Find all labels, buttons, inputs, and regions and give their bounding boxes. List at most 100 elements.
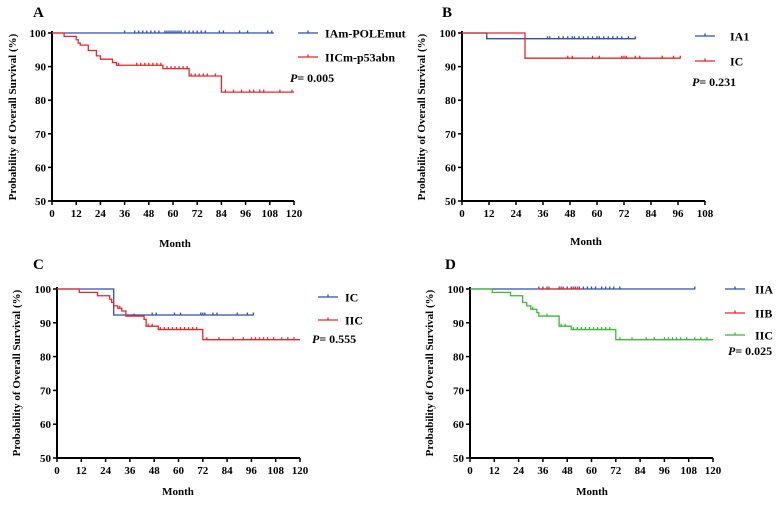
p-symbol: P <box>692 75 700 89</box>
x-tick-label: 72 <box>192 208 204 220</box>
y-tick-label: 60 <box>35 162 47 174</box>
y-tick-label: 60 <box>40 419 52 431</box>
x-tick-label: 120 <box>286 208 303 220</box>
x-tick-label: 108 <box>262 208 279 220</box>
y-tick-label: 80 <box>453 352 465 364</box>
x-tick-label: 96 <box>673 208 685 220</box>
y-axis-label: Probability of Overall Survival (%) <box>416 33 428 200</box>
p-symbol: P <box>290 71 298 85</box>
p-value-text: = 0.231 <box>699 75 736 89</box>
x-tick-label: 12 <box>71 208 83 220</box>
x-tick-label: 36 <box>119 208 131 220</box>
x-tick-label: 48 <box>143 208 155 220</box>
x-tick-label: 60 <box>586 465 598 477</box>
y-tick-label: 80 <box>445 95 457 107</box>
y-axis-label: Probability of Overall Survival (%) <box>424 289 436 456</box>
x-tick-label: 48 <box>565 208 577 220</box>
y-tick-label: 100 <box>440 28 457 40</box>
x-tick-label: 84 <box>222 465 234 477</box>
y-tick-label: 100 <box>30 28 47 40</box>
panel-letter: A <box>33 5 44 21</box>
p-value: P= 0.231 <box>692 75 736 89</box>
panel-letter: C <box>33 257 44 273</box>
p-value: P= 0.555 <box>312 332 356 346</box>
y-tick-label: 100 <box>448 284 465 296</box>
panel-b: B 0 12 24 36 48 60 72 84 96 108 50 60 70 80 90 100 Month P… <box>416 5 749 248</box>
survival-curve-ia1 <box>462 32 636 40</box>
y-axis-label: Probability of Overall Survival (%) <box>7 33 19 200</box>
y-tick-label: 50 <box>35 196 47 208</box>
y-tick-label: 70 <box>453 385 465 397</box>
y-tick-label: 50 <box>453 453 465 465</box>
p-symbol: P <box>312 332 320 346</box>
x-axis-label: Month <box>570 236 602 248</box>
x-tick-label: 48 <box>149 465 161 477</box>
p-value: P= 0.005 <box>290 71 334 85</box>
x-tick-label: 24 <box>95 208 107 220</box>
y-tick-label: 90 <box>40 318 52 330</box>
x-tick-label: 60 <box>168 208 180 220</box>
p-value-text: = 0.005 <box>297 71 334 85</box>
y-tick-label: 100 <box>35 284 52 296</box>
y-tick-label: 90 <box>35 62 47 74</box>
x-tick-label: 36 <box>538 208 550 220</box>
x-axis-label: Month <box>159 238 191 250</box>
panel-d: D 0 12 24 36 48 60 72 84 96 108 120 50 60 70 80 90 100 Mon… <box>424 257 773 498</box>
x-tick-label: 108 <box>697 208 714 220</box>
x-axis-label: Month <box>576 486 608 498</box>
y-tick-label: 70 <box>35 129 47 141</box>
p-value: P= 0.025 <box>728 344 772 358</box>
survival-curve-iic <box>57 288 300 341</box>
survival-curve-iicm-p53abn <box>52 32 294 93</box>
y-tick-label: 70 <box>445 129 457 141</box>
legend-label: IC <box>345 291 358 305</box>
y-tick-label: 70 <box>40 385 52 397</box>
y-axis-label: Probability of Overall Survival (%) <box>11 289 23 456</box>
p-symbol: P <box>728 344 736 358</box>
x-tick-label: 96 <box>659 465 671 477</box>
y-tick-label: 50 <box>445 196 457 208</box>
legend-label: IICm-p53abn <box>325 51 395 65</box>
x-tick-label: 84 <box>646 208 658 220</box>
x-tick-label: 24 <box>513 465 525 477</box>
x-tick-label: 60 <box>592 208 604 220</box>
x-tick-label: 108 <box>680 465 697 477</box>
x-tick-label: 84 <box>216 208 228 220</box>
x-tick-label: 0 <box>467 465 473 477</box>
x-tick-label: 96 <box>246 465 258 477</box>
x-tick-label: 120 <box>292 465 309 477</box>
y-tick-label: 80 <box>40 352 52 364</box>
survival-curve-ic <box>462 32 681 59</box>
x-tick-label: 36 <box>124 465 136 477</box>
x-tick-label: 96 <box>240 208 252 220</box>
y-tick-label: 60 <box>453 419 465 431</box>
y-tick-label: 50 <box>40 453 52 465</box>
panel-a: A 0 12 24 36 48 60 72 84 96 108 120 50 60 70 80 90 100 Mon… <box>7 5 406 250</box>
x-tick-label: 24 <box>100 465 112 477</box>
x-tick-label: 72 <box>619 208 631 220</box>
legend-label: IIC <box>755 329 773 343</box>
legend-label: IC <box>730 55 743 69</box>
p-value-text: = 0.555 <box>319 332 356 346</box>
x-tick-label: 72 <box>197 465 209 477</box>
x-tick-label: 12 <box>76 465 88 477</box>
legend-label: IAm-POLEmut <box>325 27 406 41</box>
legend-label: IA1 <box>730 30 749 44</box>
x-tick-label: 48 <box>562 465 574 477</box>
y-tick-label: 90 <box>453 318 465 330</box>
x-tick-label: 36 <box>537 465 549 477</box>
x-axis-label: Month <box>162 486 194 498</box>
panel-letter: D <box>445 257 456 273</box>
legend-label: IIC <box>345 314 363 328</box>
survival-curve-iic <box>470 288 713 341</box>
x-tick-label: 12 <box>489 465 501 477</box>
x-tick-label: 24 <box>511 208 523 220</box>
x-tick-label: 84 <box>635 465 647 477</box>
legend-label: IIA <box>755 283 773 297</box>
panel-letter: B <box>442 5 452 21</box>
p-value-text: = 0.025 <box>735 344 772 358</box>
panel-c: C 0 12 24 36 48 60 72 84 96 108 120 50 60 70 80 90 100 Mon… <box>11 257 363 498</box>
x-tick-label: 12 <box>484 208 496 220</box>
x-tick-label: 108 <box>267 465 284 477</box>
